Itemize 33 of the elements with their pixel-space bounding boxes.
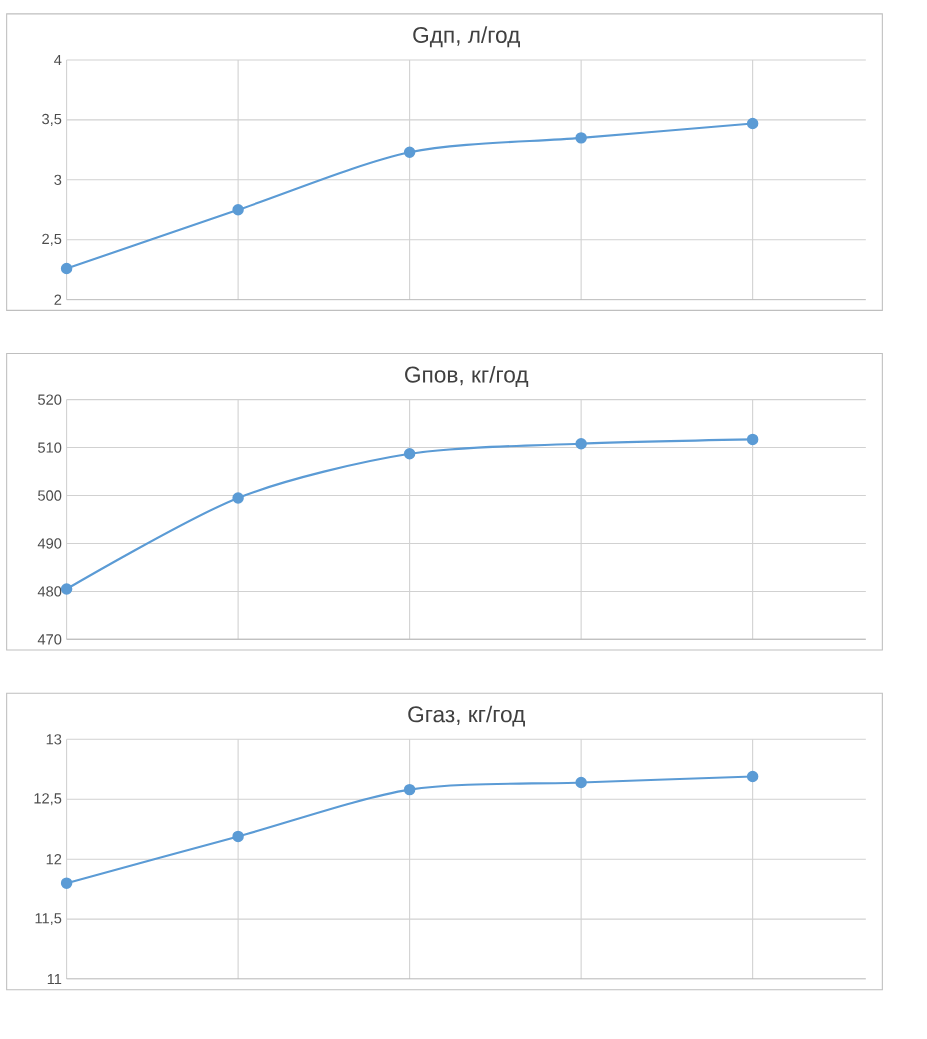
point bbox=[746, 433, 759, 446]
point bbox=[746, 117, 759, 130]
point bbox=[232, 204, 244, 216]
point bbox=[575, 776, 587, 789]
y-tick-label: 12 bbox=[46, 854, 62, 865]
point bbox=[403, 448, 416, 460]
y-tick-label: 2,5 bbox=[42, 233, 62, 246]
y-tick-label: 4 bbox=[54, 54, 62, 65]
y-tick-label: 11,5 bbox=[35, 913, 62, 926]
y-tick-label: 11 bbox=[47, 974, 62, 985]
chart-title: Gпов, кг/год bbox=[405, 366, 529, 387]
chart-title: Gдп, л/год bbox=[413, 26, 520, 48]
y-tick-label: 2 bbox=[54, 294, 62, 305]
y-tick-label: 510 bbox=[37, 442, 62, 453]
point bbox=[403, 783, 416, 796]
y-tick-label: 480 bbox=[37, 586, 62, 597]
point bbox=[232, 492, 244, 504]
y-tick-label: 520 bbox=[37, 394, 62, 405]
point bbox=[232, 830, 244, 843]
point bbox=[60, 262, 73, 275]
y-tick-label: 3 bbox=[54, 174, 62, 186]
y-tick-label: 13 bbox=[46, 734, 62, 745]
point bbox=[60, 877, 73, 889]
y-tick-label: 12,5 bbox=[34, 793, 62, 806]
point bbox=[403, 146, 416, 158]
y-tick-label: 490 bbox=[37, 538, 62, 549]
point bbox=[575, 438, 587, 450]
y-tick-label: 470 bbox=[37, 634, 62, 645]
point bbox=[746, 770, 759, 783]
y-tick-label: 3,5 bbox=[42, 113, 62, 126]
chart-title: Gгаз, кг/год bbox=[408, 705, 525, 727]
point bbox=[575, 132, 587, 144]
y-tick-label: 500 bbox=[37, 490, 62, 501]
